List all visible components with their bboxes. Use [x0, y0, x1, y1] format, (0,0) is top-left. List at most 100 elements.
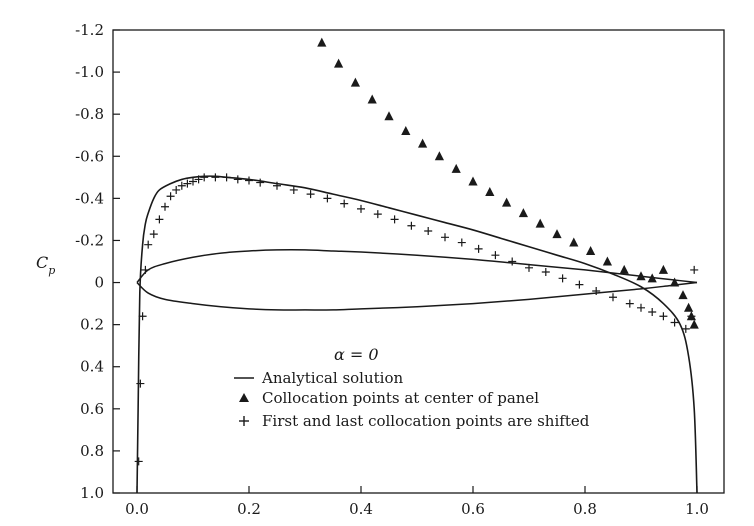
plus-point: [625, 299, 634, 308]
plus-point: [690, 265, 699, 274]
plus-point: [200, 173, 209, 182]
plus-point: [541, 268, 550, 277]
plus-point: [491, 251, 500, 260]
plus-point: [222, 173, 231, 182]
plus-point: [306, 190, 315, 199]
plus-point: [289, 185, 298, 194]
plus-point: [558, 274, 567, 283]
y-tick-label: -0.6: [75, 147, 104, 165]
triangle-point: [678, 290, 688, 300]
triangle-point: [569, 237, 579, 247]
plus-point: [525, 263, 533, 272]
triangle-point: [586, 245, 596, 255]
triangle-point: [485, 187, 495, 197]
plus-point: [681, 324, 690, 333]
plus-point: [670, 318, 679, 327]
y-tick-label: 1.0: [80, 484, 104, 502]
series-group: [134, 37, 699, 494]
triangle-point: [434, 151, 444, 161]
y-tick-label: -1.2: [75, 21, 104, 39]
triangle-point: [619, 264, 629, 274]
legend-triangle-symbol: [239, 393, 249, 402]
plus-point: [373, 210, 382, 219]
x-tick-label: 0.2: [237, 500, 261, 518]
triangle-point: [689, 319, 699, 329]
plus-point: [323, 194, 332, 203]
plus-point: [648, 308, 657, 317]
plus-point: [424, 226, 433, 235]
triangle-point: [502, 197, 512, 207]
y-axis-label: Cp: [36, 253, 55, 277]
plus-point: [407, 221, 416, 230]
y-tick-label: 0: [94, 274, 104, 292]
plus-point: [340, 199, 349, 208]
plus-point: [211, 173, 220, 182]
plus-point: [161, 202, 169, 211]
alpha-annotation: α = 0: [334, 345, 379, 364]
triangle-point: [535, 218, 545, 228]
legend-label-center: Collocation points at center of panel: [262, 389, 539, 407]
triangle-point: [647, 273, 657, 283]
plus-point: [183, 179, 192, 188]
legend-label-analytical: Analytical solution: [261, 369, 403, 387]
triangle-point: [384, 111, 394, 121]
plus-point: [256, 178, 265, 187]
y-tick-label: 0.2: [80, 316, 104, 334]
x-axis-ticks: 0.0 0.2 0.4 0.6 0.8 1.0: [125, 486, 709, 518]
plus-point: [245, 176, 253, 185]
y-tick-label: 0.6: [80, 400, 104, 418]
triangle-point: [602, 256, 612, 266]
plus-point: [189, 177, 197, 186]
airfoil-lower-surface: [136, 281, 698, 311]
y-tick-label: 0.8: [80, 442, 104, 460]
legend: Analytical solution Collocation points a…: [234, 369, 590, 430]
plus-point: [194, 175, 203, 184]
plus-point: [136, 379, 145, 388]
y-tick-label: -0.8: [75, 105, 104, 123]
y-axis-ticks: -1.2 -1.0 -0.8 -0.6 -0.4 -0.2 0 0.2 0.4 0.6 0.8 1.0: [75, 21, 120, 502]
plus-point: [441, 233, 449, 242]
plus-point: [474, 244, 483, 253]
y-tick-label: 0.4: [80, 358, 104, 376]
legend-plus-symbol: [239, 416, 249, 426]
y-axis-label-subscript: p: [48, 264, 55, 277]
plus-point: [144, 240, 153, 249]
x-tick-label: 1.0: [685, 500, 709, 518]
y-axis-label-main: C: [36, 253, 48, 272]
y-tick-label: -1.0: [75, 63, 104, 81]
plot-frame: [112, 29, 725, 494]
plus-point: [273, 181, 281, 190]
x-tick-label: 0.8: [573, 500, 597, 518]
plus-point: [687, 312, 696, 321]
plus-point: [134, 457, 143, 466]
triangle-point: [350, 77, 360, 87]
y-tick-label: -0.2: [75, 231, 104, 249]
plus-point: [390, 215, 399, 224]
y-tick-label: -0.4: [75, 189, 104, 207]
triangle-point: [552, 229, 562, 239]
legend-label-shifted: First and last collocation points are sh…: [262, 412, 590, 430]
plus-point: [172, 185, 181, 194]
series-analytical-line: [136, 175, 698, 494]
plus-point: [508, 257, 517, 266]
triangle-point: [317, 37, 327, 47]
plus-point: [177, 181, 186, 190]
triangle-point: [468, 176, 478, 186]
airfoil-outline: [136, 249, 698, 311]
triangle-point: [367, 94, 377, 104]
plus-point: [457, 238, 466, 247]
triangle-point: [658, 264, 668, 274]
triangle-point: [418, 138, 428, 148]
plus-point: [357, 204, 365, 213]
triangle-point: [670, 277, 680, 287]
airfoil-upper-surface: [136, 249, 698, 284]
x-tick-label: 0.4: [349, 500, 373, 518]
x-tick-label: 0.6: [461, 500, 485, 518]
triangle-point: [636, 271, 646, 281]
triangle-point: [451, 163, 461, 173]
plus-point: [155, 215, 164, 224]
plus-point: [166, 192, 175, 201]
x-tick-label: 0.0: [125, 500, 149, 518]
plus-point: [659, 312, 668, 321]
